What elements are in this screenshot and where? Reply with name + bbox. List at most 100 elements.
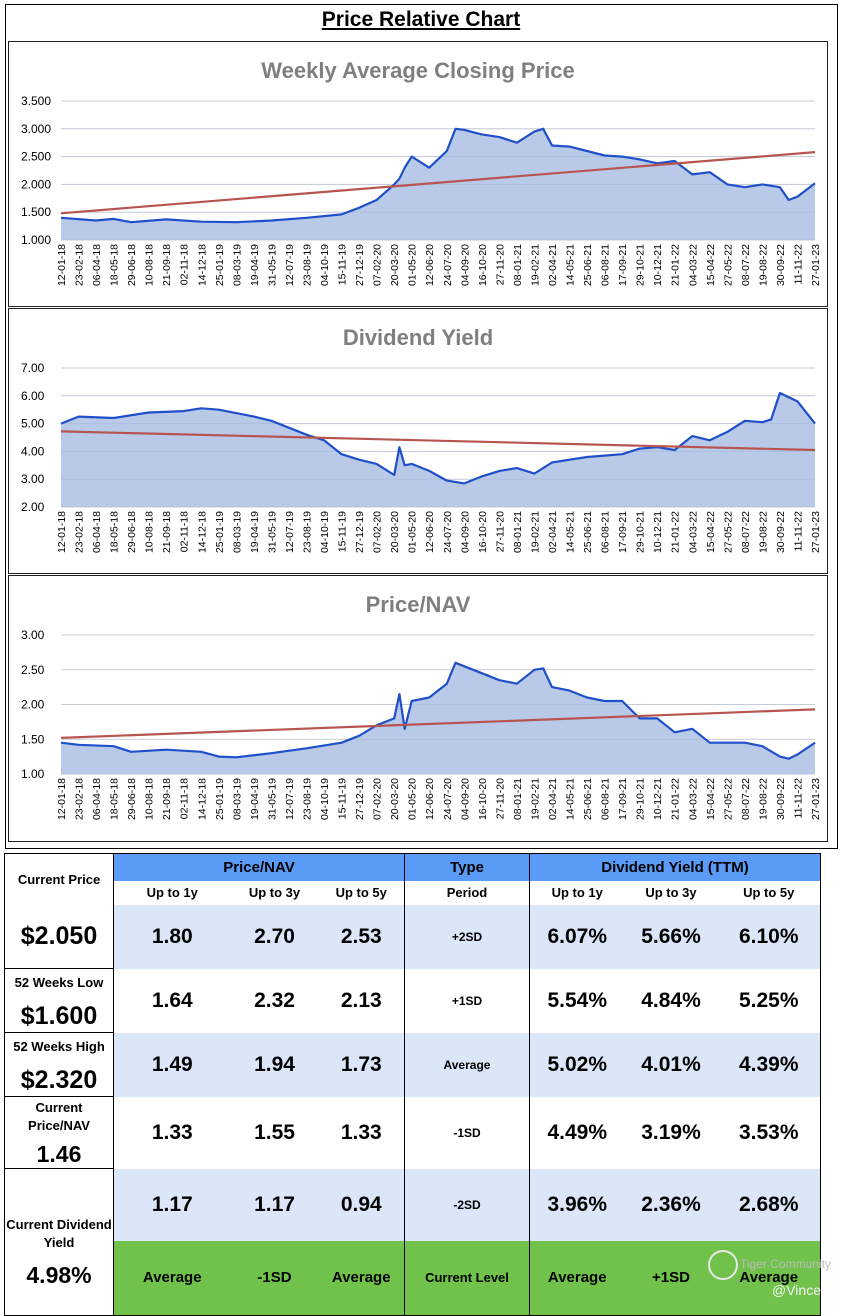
- table-cell: 1.80: [113, 904, 231, 969]
- table-cell: 4.39%: [717, 1032, 821, 1097]
- y-tick-label: 2.000: [21, 177, 51, 191]
- x-tick-label: 15-11-19: [337, 511, 349, 552]
- dy-current-label: Current Dividend Yield: [6, 1217, 112, 1250]
- table-cell: 1.33: [340, 1120, 382, 1144]
- pnav-sub-1y: Up to 1y: [113, 880, 231, 905]
- x-tick-label: 30-09-22: [775, 244, 787, 286]
- series-area: [61, 393, 815, 507]
- x-tick-label: 08-03-19: [231, 244, 243, 286]
- x-tick-label: 19-04-19: [249, 511, 261, 553]
- table-cell: 1.33: [113, 1096, 231, 1169]
- x-tick-label: 14-12-18: [196, 511, 208, 553]
- x-tick-label: 29-06-18: [126, 778, 138, 820]
- x-tick-label: 01-05-20: [407, 511, 419, 553]
- level-cell: Average: [113, 1240, 231, 1316]
- x-tick-label: 06-04-18: [91, 244, 103, 286]
- x-tick-label: 12-01-18: [56, 244, 68, 286]
- dy-sub-3y: Up to 3y: [624, 880, 718, 905]
- table-cell: 2.36%: [641, 1192, 701, 1216]
- x-tick-label: 14-12-18: [196, 244, 208, 286]
- table-cell: 1.55: [254, 1120, 295, 1144]
- x-tick-label: 10-08-18: [144, 244, 156, 286]
- x-tick-label: 27-01-23: [810, 511, 822, 553]
- table-cell: 2.53: [340, 924, 382, 948]
- dy-current-cell: Current Dividend Yield 4.98%: [4, 1168, 114, 1316]
- table-cell: 0.94: [340, 1192, 382, 1216]
- pnav-sub-3y: Up to 3y: [230, 880, 319, 905]
- x-tick-label: 15-11-19: [337, 778, 349, 819]
- x-tick-label: 23-02-18: [74, 244, 86, 286]
- x-tick-label: 08-03-19: [231, 778, 243, 820]
- table-cell: 5.54%: [529, 968, 625, 1033]
- y-tick-label: 3.00: [21, 472, 45, 486]
- x-tick-label: 12-06-20: [424, 244, 436, 286]
- x-tick-label: 08-01-21: [512, 778, 524, 820]
- chart-frame: [5, 4, 838, 849]
- level-cell: -1SD: [230, 1240, 319, 1316]
- x-tick-label: 10-08-18: [144, 778, 156, 820]
- x-tick-label: 27-11-20: [494, 244, 506, 285]
- x-tick-label: 04-09-20: [459, 511, 471, 553]
- table-cell: 6.10%: [717, 904, 821, 969]
- table-cell: 3.19%: [641, 1120, 701, 1144]
- x-tick-label: 15-04-22: [705, 511, 717, 553]
- level-type-cell: Current Level: [404, 1240, 530, 1316]
- x-tick-label: 29-10-21: [635, 778, 647, 820]
- x-tick-label: 08-07-22: [740, 778, 752, 820]
- high-value: $2.320: [20, 1065, 98, 1094]
- table-cell: 1.49: [113, 1032, 231, 1097]
- price-chart: Weekly Average Closing Price 1.000 1.500 2.…: [21, 58, 822, 286]
- x-tick-label: 08-01-21: [512, 244, 524, 286]
- dy-header: Dividend Yield (TTM): [529, 853, 821, 881]
- x-tick-label: 27-12-19: [354, 511, 366, 553]
- x-tick-label: 14-05-21: [565, 511, 577, 553]
- x-tick-label: 12-06-20: [424, 511, 436, 553]
- y-tick-label: 3.000: [21, 122, 51, 136]
- x-tick-label: 31-05-19: [266, 244, 278, 286]
- x-tick-label: 24-07-20: [442, 778, 454, 820]
- x-tick-label: 11-11-22: [792, 778, 804, 819]
- x-tick-label: 06-08-21: [600, 511, 612, 553]
- watermark-handle: @Vince.: [772, 1282, 825, 1298]
- current-price-value: $2.050: [4, 904, 114, 969]
- x-tick-label: 04-10-19: [319, 778, 331, 820]
- x-tick-label: 20-03-20: [389, 778, 401, 820]
- x-tick-label: 18-05-18: [109, 511, 121, 553]
- x-tick-label: 18-05-18: [109, 244, 121, 286]
- y-tick-label: 1.000: [21, 233, 51, 247]
- x-tick-label: 29-06-18: [126, 511, 138, 553]
- y-tick-label: 1.500: [21, 205, 51, 219]
- y-tick-label: 2.00: [21, 500, 45, 514]
- x-tick-label: 23-08-19: [301, 244, 313, 286]
- x-tick-label: 02-11-18: [179, 511, 191, 552]
- y-tick-label: 5.00: [21, 417, 45, 431]
- x-tick-label: 25-01-19: [214, 778, 226, 820]
- x-tick-label: 04-03-22: [687, 778, 699, 820]
- x-tick-label: 31-05-19: [266, 511, 278, 553]
- dividend-chart-panel: Dividend Yield 2.00 3.00 4.00 5.00 6.00 7.00 12…: [8, 308, 828, 574]
- y-tick-label: 3.500: [21, 94, 51, 108]
- x-tick-label: 24-07-20: [442, 511, 454, 553]
- x-tick-label: 04-10-19: [319, 244, 331, 286]
- y-tick-label: 2.00: [21, 698, 45, 712]
- x-tick-label: 27-11-20: [494, 511, 506, 552]
- pnav-sub-5y: Up to 5y: [318, 880, 405, 905]
- x-tick-label: 19-08-22: [757, 778, 769, 820]
- x-tick-label: 12-07-19: [284, 244, 296, 286]
- table-cell: 1.17: [113, 1168, 231, 1241]
- x-tick-label: 25-06-21: [582, 778, 594, 820]
- chart-title: Weekly Average Closing Price: [261, 58, 574, 83]
- table-cell: 3.53%: [717, 1096, 821, 1169]
- trend-line: [60, 151, 816, 215]
- pnav-chart: Price/NAV 1.00 1.50 2.00 2.50 3.00 12-01-18 23-…: [21, 592, 822, 820]
- x-tick-label: 21-01-22: [670, 244, 682, 286]
- dy-sub-5y: Up to 5y: [717, 880, 821, 905]
- x-tick-label: 04-03-22: [687, 511, 699, 553]
- trend-line: [60, 430, 816, 452]
- x-tick-label: 30-09-22: [775, 778, 787, 820]
- watermark-logo-icon: [708, 1250, 738, 1280]
- series-line: [60, 127, 816, 224]
- x-tick-label: 20-03-20: [389, 244, 401, 286]
- x-tick-label: 27-05-22: [722, 778, 734, 820]
- x-tick-label: 11-11-22: [792, 511, 804, 552]
